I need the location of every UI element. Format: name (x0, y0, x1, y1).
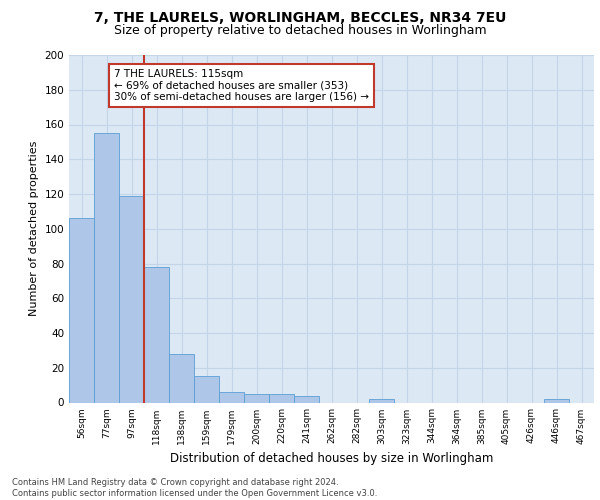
Text: 7, THE LAURELS, WORLINGHAM, BECCLES, NR34 7EU: 7, THE LAURELS, WORLINGHAM, BECCLES, NR3… (94, 11, 506, 25)
Text: 7 THE LAURELS: 115sqm
← 69% of detached houses are smaller (353)
30% of semi-det: 7 THE LAURELS: 115sqm ← 69% of detached … (114, 69, 369, 102)
Text: Size of property relative to detached houses in Worlingham: Size of property relative to detached ho… (113, 24, 487, 37)
Bar (544, 399, 569, 402)
Y-axis label: Number of detached properties: Number of detached properties (29, 141, 39, 316)
Bar (269, 394, 294, 402)
Bar (94, 133, 119, 402)
Bar (119, 196, 144, 402)
Bar (194, 376, 219, 402)
Bar (244, 394, 269, 402)
Bar (69, 218, 94, 402)
Bar (219, 392, 244, 402)
Bar (144, 267, 169, 402)
Bar (369, 399, 394, 402)
Bar (294, 396, 319, 402)
Text: Contains HM Land Registry data © Crown copyright and database right 2024.
Contai: Contains HM Land Registry data © Crown c… (12, 478, 377, 498)
Bar (169, 354, 194, 403)
X-axis label: Distribution of detached houses by size in Worlingham: Distribution of detached houses by size … (170, 452, 493, 465)
